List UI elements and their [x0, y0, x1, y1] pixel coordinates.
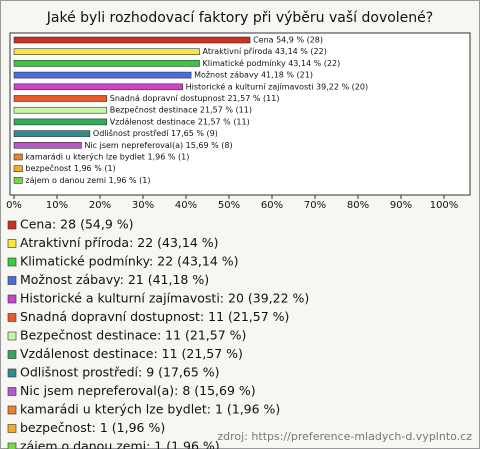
bar: [13, 106, 108, 114]
legend-swatch: [7, 239, 17, 248]
legend-swatch: [7, 387, 17, 396]
bar-label: bezpečnost 1,96 % (1): [25, 163, 115, 173]
bar-label: Snadná dopravní dostupnost 21,57 % (11): [110, 94, 280, 103]
legend-swatch: [7, 331, 17, 341]
bar: [13, 36, 251, 44]
legend-label: Bezpečnost destinace: 11 (21,57 %): [20, 328, 246, 343]
bar: [13, 83, 183, 91]
bar: [13, 71, 192, 79]
bar: [13, 48, 200, 56]
x-tick-label: 90%: [390, 200, 412, 211]
bar-label: Cena 54,9 % (28): [253, 36, 323, 45]
x-tick-label: 60%: [261, 200, 283, 211]
legend-swatch: [7, 257, 17, 267]
bar-label: zájem o danou zemi 1,96 % (1): [25, 176, 150, 185]
bar: [13, 60, 200, 67]
x-tick-label: 0%: [6, 200, 22, 211]
x-tick-label: 70%: [304, 200, 326, 211]
legend-label: zájem o danou zemi: 1 (1,96 %): [20, 439, 220, 449]
x-tick-label: 20%: [89, 200, 111, 211]
x-tick-label: 30%: [132, 200, 154, 211]
legend-swatch: [7, 442, 17, 449]
legend-label: Možnost zábavy: 21 (41,18 %): [20, 272, 209, 287]
legend-swatch: [7, 424, 17, 433]
legend-swatch: [7, 350, 17, 359]
bar-label: Bezpečnost destinace 21,57 % (11): [110, 105, 252, 115]
bar: [13, 177, 23, 184]
legend-swatch: [7, 294, 17, 304]
bar: [13, 153, 23, 161]
bar-label: Vzdálenost destinace 21,57 % (11): [110, 117, 250, 126]
bar-label: Odlišnost prostředí 17,65 % (9): [93, 128, 218, 138]
legend-label: Klimatické podmínky: 22 (43,14 %): [20, 254, 239, 269]
source: zdroj: https://preference-mladych-d.vypl…: [217, 430, 472, 443]
legend-label: kamarádi u kterých lze bydlet: 1 (1,96 %…: [20, 402, 280, 417]
bar-label: Klimatické podmínky 43,14 % (22): [203, 58, 341, 68]
legend-label: bezpečnost: 1 (1,96 %): [20, 420, 165, 435]
bar-label: Atraktivní příroda 43,14 % (22): [203, 47, 327, 56]
legend-label: Cena: 28 (54,9 %): [20, 217, 134, 232]
x-tick-label: 10%: [46, 200, 68, 211]
plot-area: [9, 32, 471, 196]
chart-title: Jaké byli rozhodovací faktory při výběru…: [46, 10, 433, 26]
legend-label: Odlišnost prostředí: 9 (17,65 %): [20, 365, 220, 380]
legend-label: Snadná dopravní dostupnost: 11 (21,57 %): [20, 309, 289, 324]
x-tick-label: 80%: [347, 200, 369, 211]
legend-swatch: [7, 313, 17, 322]
x-tick-label: 50%: [218, 200, 240, 211]
bar-label: Nic jsem nepreferoval(a) 15,69 % (8): [84, 141, 232, 150]
bar: [13, 95, 108, 102]
bar-label: Historické a kulturní zajímavosti 39,22 …: [186, 81, 368, 91]
bar: [13, 118, 108, 126]
bar: [13, 142, 82, 149]
legend-swatch: [7, 368, 17, 378]
x-tick-label: 100%: [430, 200, 459, 211]
legend-label: Vzdálenost destinace: 11 (21,57 %): [20, 346, 243, 361]
bar-label: Možnost zábavy 41,18 % (21): [194, 71, 313, 80]
x-tick-label: 40%: [175, 200, 197, 211]
legend-label: Historické a kulturní zajímavosti: 20 (3…: [20, 291, 309, 306]
legend-label: Atraktivní příroda: 22 (43,14 %): [20, 235, 219, 250]
bar-label: kamarádi u kterých lze bydlet 1,96 % (1): [25, 153, 189, 162]
legend-swatch: [7, 405, 17, 415]
legend-swatch: [7, 220, 17, 230]
legend-label: Nic jsem nepreferoval(a): 8 (15,69 %): [20, 383, 256, 398]
bar: [13, 130, 91, 137]
legend-swatch: [7, 276, 17, 285]
bar: [13, 165, 23, 172]
